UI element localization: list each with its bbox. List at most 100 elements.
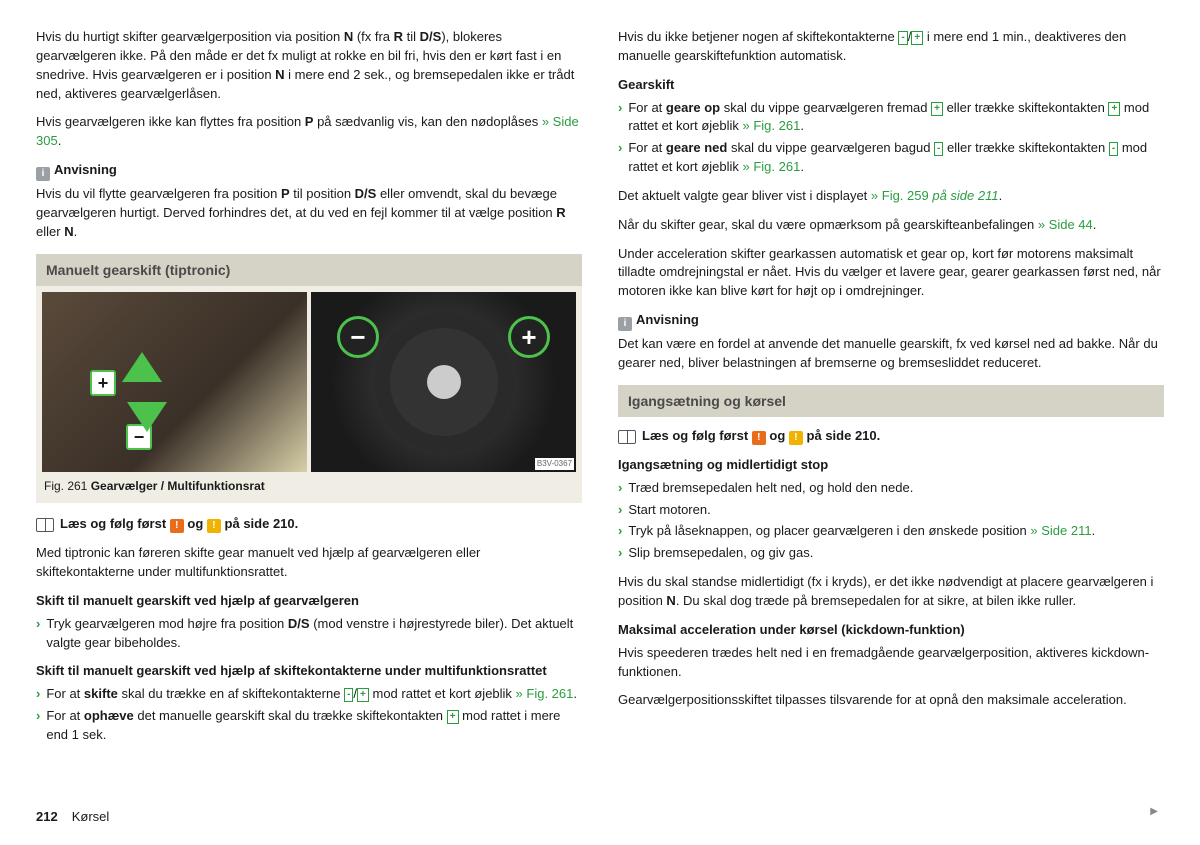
text: og <box>769 428 789 443</box>
chevron-icon: › <box>36 615 40 653</box>
warning-yellow-icon: ! <box>207 519 221 533</box>
text: på sædvanlig vis, kan den nødoplåses <box>313 114 541 129</box>
minus-symbol-icon: - <box>934 142 943 156</box>
section-heading: Manuelt gearskift (tiptronic) <box>36 254 582 286</box>
paragraph: Med tiptronic kan føreren skifte gear ma… <box>36 544 582 582</box>
subheading: Igangsætning og midlertidigt stop <box>618 456 1164 475</box>
text: Hvis du ikke betjener nogen af skiftekon… <box>618 29 898 44</box>
text: skal du trække en af skiftekontakterne <box>118 686 344 701</box>
plus-icon: + <box>90 370 116 396</box>
bold: D/S <box>420 29 442 44</box>
text: Det aktuelt valgte gear bliver vist i di… <box>618 188 871 203</box>
bold: R <box>556 205 565 220</box>
page-number: 212 <box>36 809 58 824</box>
cross-ref-link[interactable]: » Fig. 261 <box>516 686 574 701</box>
right-column: Hvis du ikke betjener nogen af skiftekon… <box>618 28 1164 755</box>
text: Anvisning <box>54 162 117 177</box>
text: Tryk gearvælgeren mod højre fra position <box>46 616 288 631</box>
minus-symbol-icon: - <box>898 31 907 45</box>
cross-ref-link[interactable]: » Side 44 <box>1038 217 1093 232</box>
text: Træd bremsepedalen helt ned, og hold den… <box>628 479 913 498</box>
text: For at <box>628 140 666 155</box>
book-icon <box>36 518 54 532</box>
minus-paddle-icon: − <box>337 316 379 358</box>
bullet-list: › For at skifte skal du trække en af ski… <box>36 685 582 745</box>
cross-ref-link[interactable]: » Fig. 261 <box>743 159 801 174</box>
plus-symbol-icon: + <box>911 31 923 45</box>
subheading: Maksimal acceleration under kørsel (kick… <box>618 621 1164 640</box>
subheading: Skift til manuelt gearskift ved hjælp af… <box>36 662 582 681</box>
note-heading: iAnvisning <box>36 161 582 181</box>
minus-symbol-icon: - <box>344 688 353 702</box>
bold: N <box>666 593 675 608</box>
text: Slip bremsepedalen, og giv gas. <box>628 544 813 563</box>
text: Start motoren. <box>628 501 710 520</box>
text: til position <box>290 186 355 201</box>
italic-link[interactable]: på side 211 <box>929 188 999 203</box>
bullet-list: › Træd bremsepedalen helt ned, og hold de… <box>618 479 1164 563</box>
figure-image: + − − + B3V-0367 <box>42 292 576 472</box>
list-item: ›Start motoren. <box>618 501 1164 520</box>
text: (fx fra <box>353 29 393 44</box>
text: . <box>1092 523 1096 538</box>
text: Fig. 261 <box>44 479 91 493</box>
bullet-list: › For at geare op skal du vippe gearvælg… <box>618 99 1164 177</box>
left-column: Hvis du hurtigt skifter gearvælgerpositi… <box>36 28 582 755</box>
subheading: Gearskift <box>618 76 1164 95</box>
arrows-icon <box>122 342 182 442</box>
bold: geare ned <box>666 140 727 155</box>
text: . <box>800 159 804 174</box>
footer-section-title: Kørsel <box>72 809 110 824</box>
steering-wheel-icon <box>374 312 514 452</box>
figure-steering-wheel: − + B3V-0367 <box>311 292 576 472</box>
text: Hvis du vil flytte gearvælgeren fra posi… <box>36 186 281 201</box>
list-item: ›Tryk på låseknappen, og placer gearvælg… <box>618 522 1164 541</box>
note-heading: iAnvisning <box>618 311 1164 331</box>
cross-ref-link[interactable]: » Side 211 <box>1030 523 1091 538</box>
plus-symbol-icon: + <box>931 102 943 116</box>
plus-symbol-icon: + <box>1108 102 1120 116</box>
text: For at <box>46 686 84 701</box>
paragraph: Hvis du hurtigt skifter gearvælgerpositi… <box>36 28 582 103</box>
chevron-icon: › <box>618 544 622 563</box>
chevron-icon: › <box>618 522 622 541</box>
text: . <box>999 188 1003 203</box>
text: eller <box>36 224 64 239</box>
bold: P <box>281 186 290 201</box>
text: og <box>187 516 207 531</box>
list-item: › Tryk gearvælgeren mod højre fra positi… <box>36 615 582 653</box>
bold: D/S <box>355 186 377 201</box>
text: For at <box>46 708 84 723</box>
text: mod rattet et kort øjeblik <box>369 686 516 701</box>
list-item: › For at ophæve det manuelle gearskift s… <box>36 707 582 745</box>
text: Læs og følg først <box>60 516 170 531</box>
paragraph: Det aktuelt valgte gear bliver vist i di… <box>618 187 1164 206</box>
cross-ref-link[interactable]: » Fig. 259 <box>871 188 929 203</box>
bold: N <box>344 29 353 44</box>
warning-orange-icon: ! <box>752 431 766 445</box>
paragraph: Når du skifter gear, skal du være opmærk… <box>618 216 1164 235</box>
list-item: ›Træd bremsepedalen helt ned, og hold de… <box>618 479 1164 498</box>
bold: ophæve <box>84 708 134 723</box>
cross-ref-link[interactable]: » Fig. 261 <box>743 118 801 133</box>
text: . <box>573 686 577 701</box>
text: . Du skal dog træde på bremsepedalen for… <box>676 593 1076 608</box>
paragraph: Hvis speederen trædes helt ned i en frem… <box>618 644 1164 682</box>
text: For at <box>628 100 666 115</box>
subheading: Skift til manuelt gearskift ved hjælp af… <box>36 592 582 611</box>
bold: N <box>64 224 73 239</box>
text: Når du skifter gear, skal du være opmærk… <box>618 217 1038 232</box>
read-first-notice: Læs og følg først ! og ! på side 210. <box>36 515 582 534</box>
text: det manuelle gearskift skal du trække sk… <box>134 708 447 723</box>
bold: R <box>394 29 403 44</box>
paragraph: Hvis du ikke betjener nogen af skiftekon… <box>618 28 1164 66</box>
text: til <box>403 29 420 44</box>
book-icon <box>618 430 636 444</box>
note-paragraph: Det kan være en fordel at anvende det ma… <box>618 335 1164 373</box>
text: skal du vippe gearvælgeren bagud <box>727 140 934 155</box>
list-item: › Slip bremsepedalen, og giv gas. <box>618 544 1164 563</box>
text: skal du vippe gearvælgeren fremad <box>720 100 931 115</box>
text: Anvisning <box>636 312 699 327</box>
text: Hvis gearvælgeren ikke kan flyttes fra p… <box>36 114 305 129</box>
bold: D/S <box>288 616 310 631</box>
